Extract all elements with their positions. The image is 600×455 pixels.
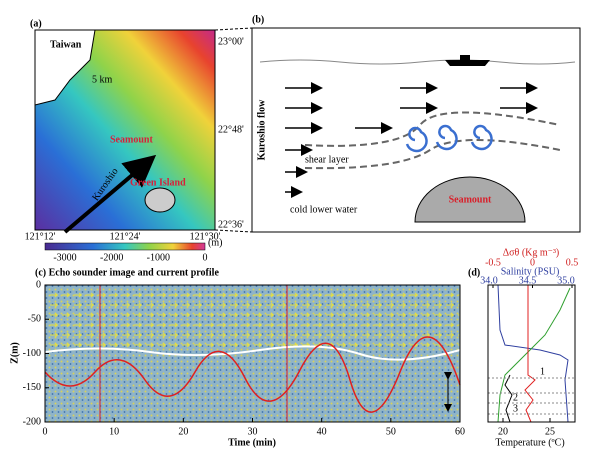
y-tick-label: -50 (28, 314, 41, 325)
shear-label: shear layer (305, 154, 349, 165)
connector (214, 229, 253, 233)
profile (504, 374, 513, 423)
x-tick-label: 10 (109, 426, 119, 437)
temperature-tick-label: 20 (498, 426, 508, 437)
y-axis-label: Z(m) (9, 342, 20, 364)
place-label: Green Island (130, 177, 186, 188)
colorbar-tick-label: -2000 (100, 252, 123, 263)
connector (214, 27, 253, 31)
lat-label: 22°48' (218, 124, 244, 135)
panel-label: (a) (30, 18, 42, 29)
panel-label: (d) (468, 267, 480, 278)
salinity-tick-label: 34.0 (480, 275, 498, 286)
colorbar-tick-label: -1000 (147, 252, 170, 263)
temperature-tick-label: 25 (545, 426, 555, 437)
colorbar (44, 242, 206, 251)
density-axis-label: Δσθ (Kg m⁻³) (503, 247, 560, 258)
shear-boundary (304, 111, 561, 170)
y-tick-label: -150 (23, 382, 41, 393)
lon-label: 121°12' (25, 231, 56, 242)
lat-label: 22°36' (218, 219, 244, 230)
layer-label: 2 (513, 392, 518, 403)
cold-label: cold lower water (290, 204, 358, 215)
lon-label: 121°30' (190, 231, 221, 242)
layer-label: 1 (540, 366, 545, 377)
x-tick-label: 40 (317, 426, 327, 437)
land (34, 29, 96, 106)
seamount (414, 176, 526, 223)
x-tick-label: 0 (43, 426, 48, 437)
x-tick-label: 30 (248, 426, 258, 437)
x-axis-label: Time (min) (228, 437, 276, 448)
x-tick-label: 60 (455, 426, 465, 437)
layer-label: 3 (513, 403, 518, 414)
density-profile (524, 285, 536, 423)
panel-title: (c) Echo sounder image and current profi… (35, 267, 219, 278)
place-label: Taiwan (50, 39, 82, 50)
x-tick-label: 50 (386, 426, 396, 437)
salinity-tick-label: 35.0 (557, 275, 575, 286)
flow-arrows (285, 82, 538, 198)
ship (445, 55, 490, 66)
x-tick-label: 20 (178, 426, 188, 437)
salinity-tick-label: 34.5 (519, 275, 537, 286)
island (144, 187, 176, 213)
density-tick-label: 0 (530, 257, 535, 268)
layer-lines (488, 377, 575, 415)
plot-frame (487, 284, 576, 423)
isopycnal (44, 345, 461, 361)
sea-surface (259, 59, 576, 65)
isopycnal (44, 336, 461, 413)
y-tick-label: 0 (36, 279, 41, 290)
density-tick-label: -0.5 (485, 257, 501, 268)
y-tick-label: -200 (23, 416, 41, 427)
scale-label: 5 km (92, 74, 113, 85)
lat-label: 23°00' (218, 36, 244, 47)
density-tick-label: 0.5 (566, 257, 579, 268)
lon-label: 121°24' (110, 231, 141, 242)
seamount-label: Seamount (449, 194, 492, 205)
colorbar-unit: (m) (208, 237, 222, 248)
panel-label: (b) (252, 14, 264, 25)
arrow (63, 154, 157, 234)
current-vectors (45, 290, 460, 350)
colorbar-tick-label: 0 (203, 252, 208, 263)
place-label: Seamount (110, 134, 153, 145)
colorbar-tick-label: -3000 (53, 252, 76, 263)
y-tick-label: -100 (23, 348, 41, 359)
salinity-profile (497, 284, 569, 423)
eddies (405, 124, 493, 153)
temperature-axis-label: Temperature (ºC) (495, 437, 564, 448)
salinity-axis-label: Salinity (PSU) (501, 266, 560, 277)
flow-label: Kuroshio flow (256, 99, 267, 160)
